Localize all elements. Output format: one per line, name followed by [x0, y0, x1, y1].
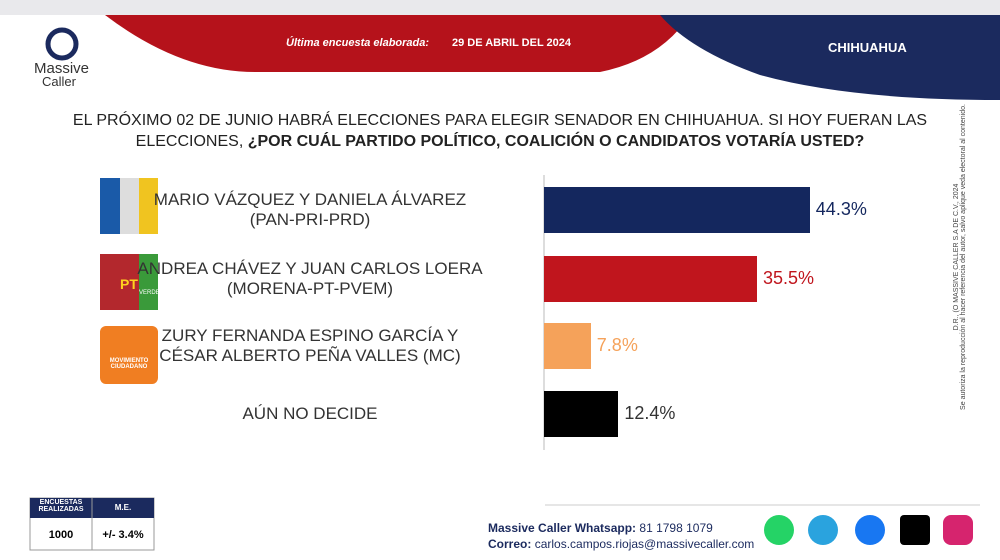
- question-bold: ¿POR CUÁL PARTIDO POLÍTICO, COALICIÓN O …: [247, 133, 865, 150]
- phone: 81 1798 1079: [639, 521, 713, 535]
- logo-text: PT: [120, 276, 138, 292]
- region: CHIHUAHUA: [828, 40, 907, 55]
- email: carlos.campos.riojas@massivecaller.com: [534, 537, 755, 551]
- logo-text: MOVIMIENTO CIUDADANO: [109, 358, 149, 370]
- table-cell: 1000: [48, 529, 74, 541]
- bar: [544, 391, 619, 437]
- contact: Massive Caller Whatsapp: 81 1798 1079: [488, 521, 713, 535]
- brand: Massive: [34, 60, 90, 77]
- survey-label: Última encuesta elaborada:: [286, 37, 430, 49]
- category-label: AÚN NO DECIDE: [242, 404, 378, 423]
- side-note: D.R., (O MASSIVE CALLER S.A DE C.V., 202…: [953, 57, 967, 457]
- contact: Correo: carlos.campos.riojas@massivecall…: [488, 537, 754, 551]
- table-header: ENCUESTAS REALIZADAS: [38, 499, 84, 513]
- survey-date: 29 DE ABRIL DEL 2024: [452, 37, 572, 49]
- copyright: D.R., (O MASSIVE CALLER S.A DE C.V., 202…: [953, 183, 960, 331]
- notice: Se autoriza la reproducción al hacer ref…: [960, 104, 967, 410]
- value-label: 12.4%: [624, 403, 676, 423]
- bar: [544, 323, 591, 369]
- category-label: ANDREA CHÁVEZ Y JUAN CARLOS LOERA (MOREN…: [137, 259, 483, 298]
- question: EL PRÓXIMO 02 DE JUNIO HABRÁ ELECCIONES …: [60, 110, 940, 152]
- logo-text: VERDE: [139, 290, 160, 296]
- value-label: 35.5%: [763, 268, 815, 288]
- label: Correo:: [488, 537, 532, 551]
- value-label: 7.8%: [596, 335, 638, 355]
- category-label: ZURY FERNANDA ESPINO GARCÍA Y CÉSAR ALBE…: [159, 326, 461, 365]
- bar: [544, 256, 757, 302]
- bar: [544, 187, 810, 233]
- label: Massive Caller Whatsapp:: [488, 521, 637, 535]
- value-label: 44.3%: [815, 199, 867, 219]
- brand: Caller: [42, 74, 76, 89]
- table-header: M.E.: [114, 503, 132, 512]
- category-label: MARIO VÁZQUEZ Y DANIELA ÁLVAREZ (PAN-PRI…: [153, 190, 467, 229]
- question-text: EL PRÓXIMO 02 DE JUNIO HABRÁ ELECCIONES …: [72, 112, 928, 150]
- table-cell: +/- 3.4%: [102, 529, 144, 541]
